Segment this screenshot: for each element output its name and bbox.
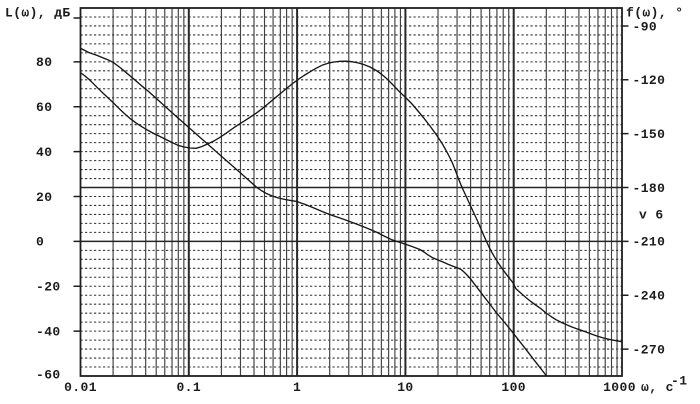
svg-text:v 6: v 6 xyxy=(639,208,664,223)
svg-text:f(ω), °: f(ω), ° xyxy=(626,6,683,21)
svg-text:-90: -90 xyxy=(633,19,658,34)
svg-text:-60: -60 xyxy=(36,368,61,383)
svg-text:-210: -210 xyxy=(633,235,666,250)
svg-text:-270: -270 xyxy=(633,342,666,357)
svg-text:-150: -150 xyxy=(633,127,666,142)
svg-text:-20: -20 xyxy=(36,280,61,295)
svg-text:ω, c: ω, c xyxy=(641,380,674,395)
svg-text:-120: -120 xyxy=(633,73,666,88)
svg-text:1000: 1000 xyxy=(603,380,636,395)
svg-text:10: 10 xyxy=(397,380,413,395)
svg-text:L(ω), дБ: L(ω), дБ xyxy=(5,6,71,21)
svg-text:40: 40 xyxy=(36,145,52,160)
svg-text:-40: -40 xyxy=(36,324,61,339)
svg-text:0.1: 0.1 xyxy=(176,380,201,395)
svg-text:-180: -180 xyxy=(633,181,666,196)
svg-text:0.01: 0.01 xyxy=(64,380,97,395)
svg-text:1: 1 xyxy=(293,380,301,395)
svg-text:100: 100 xyxy=(501,380,526,395)
svg-text:60: 60 xyxy=(36,100,52,115)
svg-text:0: 0 xyxy=(36,235,44,250)
svg-text:-1: -1 xyxy=(671,374,687,389)
svg-text:80: 80 xyxy=(36,55,52,70)
svg-text:20: 20 xyxy=(36,190,52,205)
svg-text:-240: -240 xyxy=(633,289,666,304)
